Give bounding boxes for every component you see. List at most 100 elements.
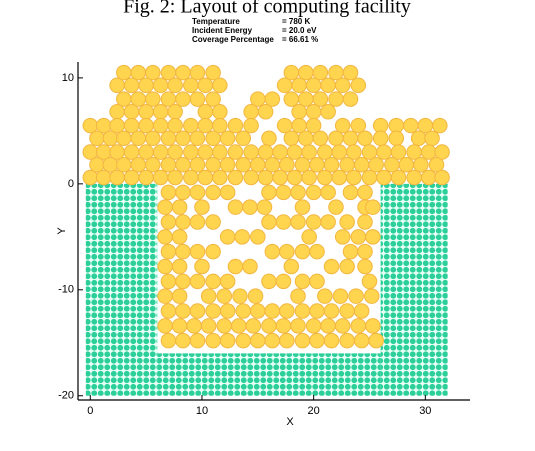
atom [158, 230, 173, 245]
atom [280, 333, 295, 348]
atom [292, 118, 307, 133]
atom [306, 118, 321, 133]
atom [321, 215, 336, 230]
y-tick-label: 10 [62, 72, 74, 84]
atom [324, 259, 339, 274]
atom [265, 92, 280, 107]
atom [131, 92, 146, 107]
atom [176, 244, 191, 259]
atom [321, 319, 336, 334]
atom [190, 333, 205, 348]
atom [251, 304, 266, 319]
atom [110, 105, 125, 120]
atom [198, 78, 213, 93]
atom [161, 274, 176, 289]
atom [176, 65, 191, 80]
atom [347, 145, 362, 160]
atom [201, 319, 216, 334]
atom [161, 244, 176, 259]
atom [146, 92, 161, 107]
atom [358, 131, 373, 146]
atom [377, 145, 392, 160]
atom [146, 158, 161, 173]
atom [206, 131, 221, 146]
atom [139, 145, 154, 160]
atom [213, 78, 228, 93]
atom [349, 289, 364, 304]
atom [161, 65, 176, 80]
atom [90, 131, 105, 146]
atom [176, 333, 191, 348]
atom [251, 230, 266, 245]
atom [184, 78, 199, 93]
atom [110, 118, 125, 133]
atom [277, 78, 292, 93]
atom [324, 304, 339, 319]
atom [340, 215, 355, 230]
atom [228, 118, 243, 133]
atom [83, 170, 98, 185]
atom [187, 319, 202, 334]
atom [421, 170, 436, 185]
atom [176, 304, 191, 319]
atom [251, 333, 266, 348]
atom [306, 185, 321, 200]
y-tick-label: -20 [58, 390, 74, 402]
atom [206, 158, 221, 173]
atom [389, 131, 404, 146]
atom [195, 200, 210, 215]
page: {"chart_data": {"type": "atoms", "captio… [0, 0, 535, 446]
atom [176, 158, 191, 173]
info-value: = 66.61 % [282, 35, 318, 44]
substrate-region [86, 184, 157, 396]
atom [198, 105, 213, 120]
atom [244, 145, 259, 160]
atom [343, 65, 358, 80]
atom [425, 131, 440, 146]
atom [244, 118, 259, 133]
atom [172, 319, 187, 334]
atom [340, 158, 355, 173]
atom [340, 304, 355, 319]
atom [220, 185, 235, 200]
atom [354, 158, 369, 173]
atom [273, 170, 288, 185]
atom [153, 145, 168, 160]
atom [306, 215, 321, 230]
atom [335, 319, 350, 334]
atom [313, 92, 328, 107]
atom [172, 200, 187, 215]
atom [377, 170, 392, 185]
atom [418, 118, 433, 133]
atom [131, 158, 146, 173]
atom [362, 274, 377, 289]
atom [335, 118, 350, 133]
atom [206, 333, 221, 348]
atom [246, 319, 261, 334]
atom [362, 170, 377, 185]
atom [287, 145, 302, 160]
atom [366, 230, 381, 245]
atom [117, 65, 132, 80]
atom [206, 304, 221, 319]
atom [276, 185, 291, 200]
atom [146, 131, 161, 146]
atom [284, 259, 299, 274]
atom [124, 145, 139, 160]
atom [310, 304, 325, 319]
atom [358, 185, 373, 200]
atom [310, 333, 325, 348]
atom [324, 158, 339, 173]
atom [258, 145, 273, 160]
atom [168, 105, 183, 120]
atom [276, 274, 291, 289]
atom [131, 131, 146, 146]
atom [244, 105, 259, 120]
atom [262, 215, 277, 230]
atom [206, 92, 221, 107]
atom [251, 158, 266, 173]
atom [184, 145, 199, 160]
atom [172, 289, 187, 304]
info-label: Temperature [192, 17, 240, 26]
atom [358, 215, 373, 230]
